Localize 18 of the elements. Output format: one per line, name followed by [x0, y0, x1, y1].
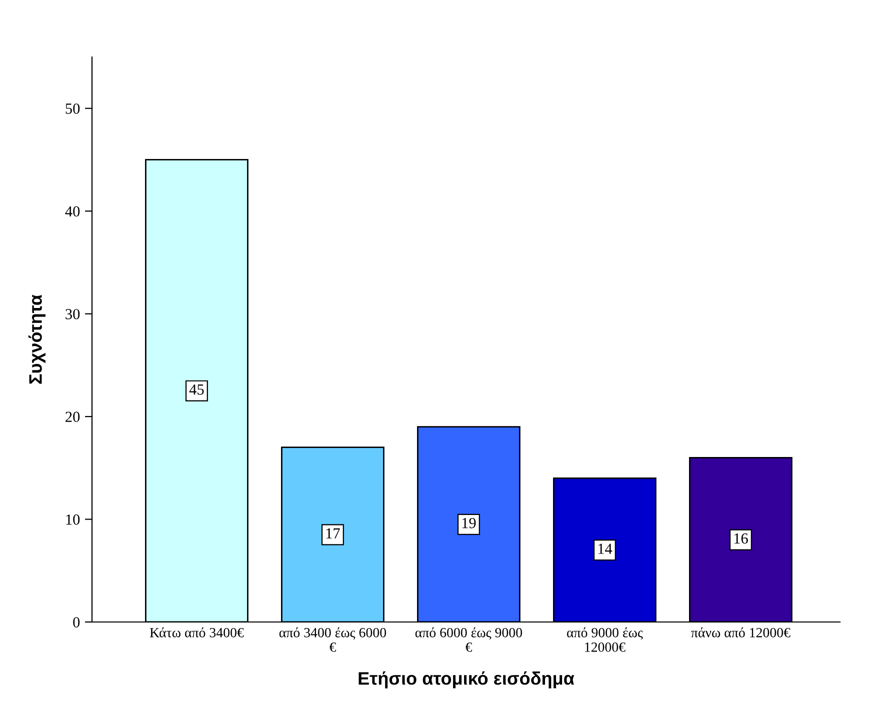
x-tick-label: από 3400 έως 6000 €	[279, 627, 386, 652]
y-tick-label: 50	[66, 104, 80, 114]
y-axis-title: Συχνότητα	[28, 294, 46, 384]
x-tick-label: από 9000 έως 12000€	[567, 627, 643, 652]
data-label: 45	[189, 384, 204, 395]
x-tick-label: Κάτω από 3400€	[150, 627, 244, 638]
data-label: 17	[326, 528, 340, 538]
y-tick-label: 20	[66, 412, 80, 422]
data-label: 19	[462, 518, 476, 528]
y-tick-label: 0	[73, 617, 80, 628]
y-tick-label: 10	[66, 514, 80, 525]
y-tick-label: 40	[65, 206, 80, 217]
y-tick-label: 30	[66, 308, 80, 320]
x-tick-label: από 6000 έως 9000 €	[415, 627, 522, 652]
x-axis-title: Ετήσιο ατομικό εισόδημα	[358, 671, 574, 688]
x-tick-label: πάνω από 12000€	[691, 627, 790, 638]
data-label: 14	[598, 544, 612, 554]
data-label: 16	[734, 533, 748, 544]
